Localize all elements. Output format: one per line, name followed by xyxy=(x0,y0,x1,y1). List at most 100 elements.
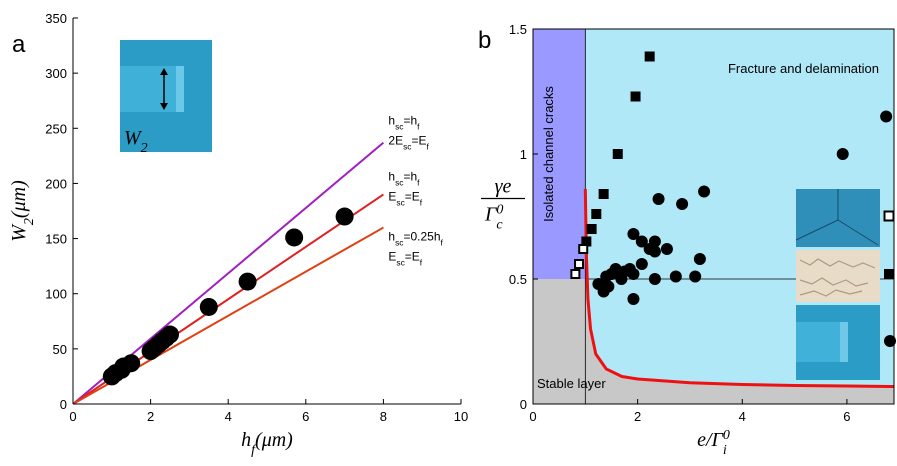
text-part: e/Γ xyxy=(697,429,724,451)
data-point xyxy=(644,51,655,62)
x-tick-label: 6 xyxy=(302,409,309,424)
y-tick-label: 150 xyxy=(45,232,67,247)
plot-area xyxy=(73,141,385,404)
data-point xyxy=(574,259,585,269)
subscript: sc xyxy=(403,142,411,152)
insets xyxy=(795,189,896,380)
inset-label: W2 xyxy=(124,127,148,156)
x-tick-label: 2 xyxy=(634,409,641,424)
panel-a: hsc=hf2Esc=Efhsc=hfEsc=Efhsc=0.25hfEsc=E… xyxy=(8,11,468,458)
x-tick-label: 10 xyxy=(454,409,468,424)
text-part: =E xyxy=(405,250,420,264)
inset-photo xyxy=(796,250,880,302)
x-tick-label: 8 xyxy=(380,409,387,424)
data-point xyxy=(676,198,689,210)
inset-edge xyxy=(176,66,184,112)
data-point xyxy=(635,258,648,270)
legend-marker xyxy=(884,335,896,347)
subscript: c xyxy=(496,217,503,232)
data-point xyxy=(598,189,609,199)
line-annotation: 2Esc=Ef xyxy=(388,134,429,152)
data-point xyxy=(635,235,648,248)
text-part: =h xyxy=(403,114,417,128)
inset-layer xyxy=(120,66,180,112)
data-point xyxy=(612,149,623,159)
region-label: Isolated channel cracks xyxy=(541,86,556,222)
text-part: =0.25h xyxy=(403,230,440,244)
subscript: sc xyxy=(396,197,404,207)
data-point xyxy=(689,270,702,283)
text-part: h xyxy=(388,114,395,128)
subscript: 2 xyxy=(141,141,148,156)
y-tick-label: 300 xyxy=(45,66,67,81)
data-point xyxy=(335,207,354,226)
text-part: h xyxy=(388,169,395,183)
subscript: f xyxy=(420,197,423,207)
text-part: Γ xyxy=(484,204,498,226)
y-label-numerator: γe xyxy=(495,176,512,198)
y-tick-label: 100 xyxy=(45,287,67,302)
subscript: sc xyxy=(395,177,403,187)
y-tick-label: 0 xyxy=(60,397,67,412)
legend-marker xyxy=(884,269,894,279)
line-annotation: hsc=0.25hf xyxy=(388,230,443,248)
y-tick-label: 0 xyxy=(520,397,527,412)
y-axis-label: W2(μm) xyxy=(8,180,37,242)
legend-marker xyxy=(883,210,895,222)
subscript: f xyxy=(426,142,429,152)
supscript: 0 xyxy=(496,202,503,217)
x-tick-label: 4 xyxy=(225,409,232,424)
text-part: h xyxy=(388,230,395,244)
data-point xyxy=(880,110,893,123)
subscript: sc xyxy=(395,238,403,248)
y-tick-label: 50 xyxy=(53,342,67,357)
text-part: W xyxy=(124,127,143,149)
x-tick-label: 4 xyxy=(739,409,746,424)
data-point xyxy=(581,236,592,247)
data-point xyxy=(570,269,581,279)
text-part: =E xyxy=(411,134,426,148)
panel-letter: a xyxy=(12,31,26,58)
data-point xyxy=(693,253,706,265)
region-label: Stable layer xyxy=(537,376,606,391)
data-point xyxy=(586,224,597,234)
subscript: sc xyxy=(396,258,404,268)
line-annotation: Esc=Ef xyxy=(388,250,422,268)
subscript: f xyxy=(417,177,420,187)
y-tick-label: 0.5 xyxy=(509,272,527,287)
data-point xyxy=(669,270,682,283)
text-part: h xyxy=(241,429,251,451)
inset-layer xyxy=(796,322,842,362)
y-tick-label: 1.5 xyxy=(509,22,527,37)
supscript: 0 xyxy=(723,428,730,443)
data-point xyxy=(285,228,304,247)
x-axis-label: e/Γi0 xyxy=(697,428,730,458)
data-point xyxy=(627,228,640,240)
y-tick-label: 250 xyxy=(45,121,67,136)
subscript: sc xyxy=(395,122,403,132)
data-point xyxy=(238,272,257,291)
data-point xyxy=(199,297,218,316)
y-tick-label: 200 xyxy=(45,176,67,191)
inset-pattern xyxy=(799,258,876,297)
y-tick-label: 1 xyxy=(520,147,527,162)
data-point xyxy=(698,185,711,198)
text-part: =h xyxy=(403,169,417,183)
data-point xyxy=(648,273,661,285)
line-annotation: hsc=hf xyxy=(388,169,420,187)
inset-crack xyxy=(795,189,879,246)
data-point xyxy=(627,268,640,280)
panel-letter: b xyxy=(478,27,491,54)
data-point xyxy=(161,325,179,344)
data-point xyxy=(648,245,661,258)
region-isolated xyxy=(533,29,586,279)
data-point xyxy=(836,148,849,160)
data-point xyxy=(578,244,589,254)
text-part: 2E xyxy=(388,134,403,148)
data-point xyxy=(660,243,673,255)
line-annotation: Esc=Ef xyxy=(388,189,422,207)
inset-image xyxy=(120,40,212,152)
text-part: W xyxy=(8,223,30,242)
subscript: 2 xyxy=(22,218,37,225)
